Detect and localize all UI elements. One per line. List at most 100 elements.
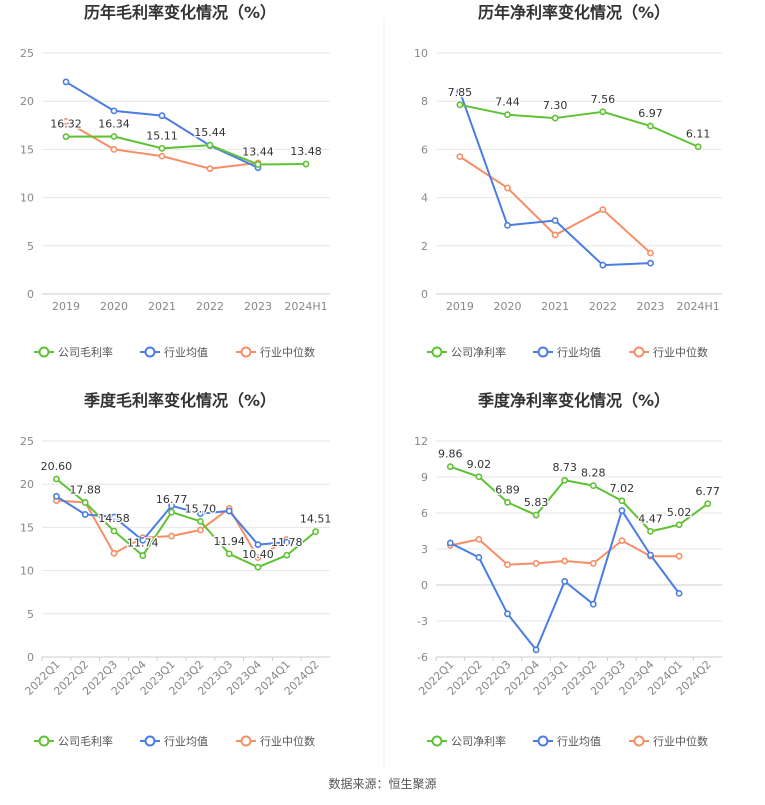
x-tick-label: 2019 bbox=[446, 300, 474, 313]
legend-item-avg[interactable]: 行业均值 bbox=[533, 346, 601, 359]
chart-panel-1: 历年毛利率变化情况（%） 0 5 10 15 20 25 2019 2020 2021 2022 20… bbox=[20, 3, 330, 359]
data-label: 10.40 bbox=[242, 548, 274, 561]
y-tick-label: 25 bbox=[20, 47, 34, 60]
legend-item-company[interactable]: 公司毛利率 bbox=[34, 734, 113, 748]
data-label: 7.30 bbox=[543, 99, 568, 112]
data-point-company bbox=[168, 508, 175, 516]
legend-label: 行业中位数 bbox=[260, 734, 315, 748]
data-point-avg bbox=[168, 502, 175, 510]
data-point-company bbox=[81, 499, 89, 506]
data-point-company bbox=[110, 527, 118, 535]
legend-marker bbox=[431, 735, 443, 747]
data-label: 4.47 bbox=[638, 512, 663, 525]
data-point-company bbox=[254, 563, 262, 571]
y-tick-label: 10 bbox=[20, 192, 34, 205]
data-label: 11.78 bbox=[271, 536, 303, 549]
legend-marker bbox=[633, 346, 645, 358]
x-tick-label: 2019 bbox=[52, 300, 80, 313]
legend-item-company[interactable]: 公司净利率 bbox=[427, 345, 506, 359]
legend-item-median[interactable]: 行业中位数 bbox=[629, 734, 708, 748]
data-label: 9.02 bbox=[467, 458, 492, 471]
data-point-median bbox=[551, 231, 559, 239]
data-point-median bbox=[168, 532, 175, 540]
data-point-company bbox=[225, 550, 233, 558]
y-tick-label: 0 bbox=[27, 651, 34, 664]
data-point-company bbox=[456, 101, 464, 109]
data-label: 6.11 bbox=[686, 128, 711, 141]
legend-item-avg[interactable]: 行业均值 bbox=[140, 346, 208, 359]
legend-item-median[interactable]: 行业中位数 bbox=[236, 734, 315, 748]
data-point-avg bbox=[158, 112, 166, 120]
data-label: 11.74 bbox=[127, 537, 159, 550]
y-tick-label: -6 bbox=[417, 651, 428, 664]
data-label: 8.73 bbox=[552, 461, 577, 474]
data-point-avg bbox=[504, 610, 511, 618]
data-point-avg bbox=[196, 510, 204, 517]
data-point-median bbox=[504, 184, 511, 192]
data-label: 15.70 bbox=[185, 502, 217, 515]
data-point-company bbox=[283, 551, 291, 559]
data-point-avg bbox=[551, 217, 559, 224]
data-label: 8.28 bbox=[581, 467, 606, 480]
data-point-median bbox=[254, 554, 262, 562]
data-point-avg bbox=[139, 536, 147, 544]
data-point-median bbox=[589, 560, 597, 567]
legend-marker bbox=[537, 735, 549, 747]
chart-panel-4: 季度净利率变化情况（%）-6-30369122022Q12022Q22022Q3… bbox=[414, 391, 722, 748]
legend-marker bbox=[633, 735, 645, 747]
data-label: 5.83 bbox=[524, 496, 549, 509]
data-point-median bbox=[110, 549, 118, 557]
y-tick-label: 0 bbox=[27, 288, 34, 301]
data-point-company bbox=[312, 528, 319, 536]
legend-item-median[interactable]: 行业中位数 bbox=[629, 345, 708, 359]
y-tick-label: 6 bbox=[421, 143, 428, 156]
legend-marker bbox=[240, 735, 252, 747]
y-tick-label: 2 bbox=[421, 240, 428, 253]
data-point-avg bbox=[647, 551, 654, 559]
data-point-company bbox=[62, 133, 70, 141]
data-point-company bbox=[589, 482, 597, 490]
legend-item-company[interactable]: 公司毛利率 bbox=[34, 345, 113, 359]
legend-item-avg[interactable]: 行业均值 bbox=[140, 735, 208, 748]
legend-item-company[interactable]: 公司净利率 bbox=[427, 734, 506, 748]
y-tick-label: 4 bbox=[421, 192, 428, 205]
y-tick-label: 25 bbox=[20, 435, 34, 448]
y-tick-label: 6 bbox=[421, 507, 428, 520]
data-point-median bbox=[62, 118, 70, 125]
y-tick-label: 12 bbox=[414, 435, 428, 448]
y-tick-label: 5 bbox=[27, 240, 34, 253]
legend-item-median[interactable]: 行业中位数 bbox=[236, 345, 315, 359]
legend-label: 行业均值 bbox=[164, 346, 208, 359]
data-point-avg bbox=[62, 78, 70, 86]
data-label: 6.97 bbox=[638, 107, 663, 120]
legend-marker bbox=[144, 735, 156, 747]
legend-item-avg[interactable]: 行业均值 bbox=[533, 735, 601, 748]
x-tick-label: 2022 bbox=[196, 300, 224, 313]
data-point-company bbox=[647, 122, 654, 130]
data-point-company bbox=[704, 500, 712, 508]
data-label: 7.56 bbox=[591, 93, 616, 106]
legend-label: 行业中位数 bbox=[260, 345, 315, 359]
y-tick-label: 9 bbox=[421, 471, 428, 484]
data-point-median bbox=[475, 536, 483, 543]
data-label: 14.58 bbox=[98, 512, 130, 525]
series-line-company bbox=[459, 103, 699, 148]
data-source: 数据来源：恒生聚源 bbox=[328, 777, 437, 791]
data-label: 13.48 bbox=[290, 145, 322, 158]
data-label: 7.02 bbox=[610, 482, 635, 495]
data-point-avg bbox=[532, 646, 540, 654]
data-point-median bbox=[504, 561, 511, 568]
chart-panel-3: 季度毛利率变化情况（%）05101520252022Q12022Q22022Q3… bbox=[20, 391, 333, 748]
x-tick-label: 2024H1 bbox=[677, 300, 720, 313]
series-line-company bbox=[65, 135, 307, 166]
legend-label: 行业均值 bbox=[557, 346, 601, 359]
data-point-company bbox=[504, 111, 511, 119]
data-point-avg bbox=[53, 492, 60, 500]
data-label: 17.88 bbox=[69, 484, 101, 497]
data-point-avg bbox=[110, 513, 118, 521]
x-tick-label: 2020 bbox=[100, 300, 128, 313]
y-tick-label: 3 bbox=[421, 543, 428, 556]
data-point-avg bbox=[504, 221, 511, 229]
